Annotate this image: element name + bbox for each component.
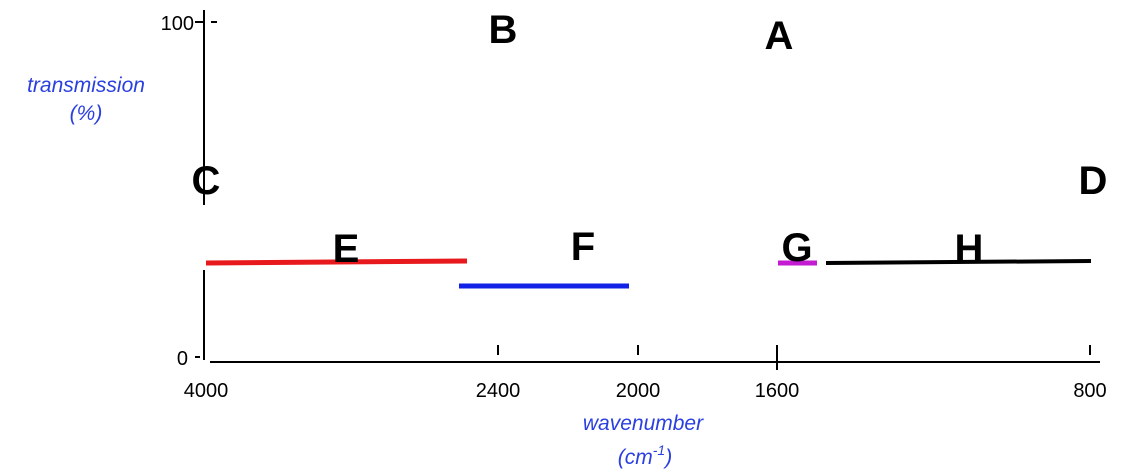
band-h-line [825,259,1092,265]
region-label-e: E [333,227,360,271]
region-label-b: B [489,8,518,52]
region-label-c: C [192,159,221,203]
region-label-a: A [765,14,794,58]
x-axis-unit-base: (cm [618,446,653,469]
x-axis-title-line1: wavenumber [583,412,704,435]
region-label-g: G [781,226,812,270]
x-tick-label-2000: 2000 [616,380,661,402]
x-axis-unit-exponent: -1 [653,442,665,458]
x-axis-unit-close: ) [662,446,672,469]
x-tick-label-800: 800 [1073,380,1106,402]
x-tick-label-2400: 2400 [476,380,521,402]
y-tick-label-0: 0 [177,348,188,370]
region-label-h: H [955,227,984,271]
y-axis-title-line2: (%) [70,102,103,125]
x-tick-label-1600: 1600 [755,380,800,402]
y-tick-label-100: 100 [161,13,194,35]
region-label-f: F [571,225,595,269]
band-e-line [205,258,468,266]
region-label-d: D [1079,159,1108,203]
x-axis-title-line2: (cm-1) [618,442,672,469]
x-tick-label-4000: 4000 [184,380,229,402]
y-axis-title-line1: transmission [27,74,145,97]
